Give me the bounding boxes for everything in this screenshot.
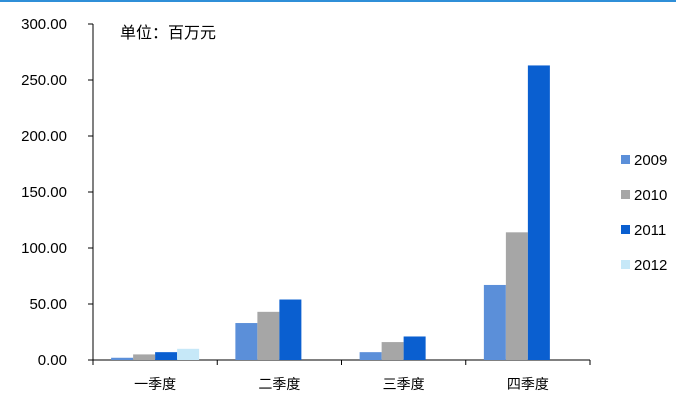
x-tick-label: 四季度 [507,377,549,393]
bar-2010-4 [505,232,528,360]
top-rule [0,0,676,2]
y-tick-label: 50.00 [29,296,67,313]
y-tick-label: 200.00 [21,128,67,145]
legend-swatch-2010 [621,190,630,199]
y-tick-label: 300.00 [21,16,67,33]
legend-label-2009: 2009 [634,152,667,169]
bars [111,65,550,360]
y-tick-label: 150.00 [21,184,67,201]
legend-swatch-2009 [621,155,630,164]
y-tick-label: 100.00 [21,240,67,257]
bar-2009-1 [111,357,134,360]
bar-2011-3 [403,336,426,360]
bar-2010-3 [381,342,404,360]
bar-2010-2 [257,311,280,360]
bar-2011-2 [279,299,302,360]
bar-2009-4 [483,284,506,360]
bar-2012-1 [177,348,200,360]
bar-2011-4 [527,65,550,360]
bar-2009-3 [359,352,382,360]
legend-label-2011: 2011 [634,222,666,239]
legend-label-2010: 2010 [634,187,667,204]
x-tick-label: 一季度 [134,377,176,393]
y-tick-label: 0.00 [38,352,67,369]
unit-note: 单位：百万元 [120,23,216,42]
legend: 2009 2010 2011 2012 [621,152,667,274]
bar-2010-1 [133,354,156,360]
x-tick-label: 三季度 [383,377,425,393]
legend-swatch-2011 [621,225,630,234]
axes: 0.00 50.00 100.00 150.00 200.00 250.00 300.00 一… [21,16,591,393]
x-tick-label: 二季度 [258,377,300,393]
legend-label-2012: 2012 [634,257,667,274]
y-tick-label: 250.00 [21,72,67,89]
bar-2009-2 [235,323,258,360]
legend-swatch-2012 [621,260,630,269]
bar-2011-1 [155,352,178,360]
